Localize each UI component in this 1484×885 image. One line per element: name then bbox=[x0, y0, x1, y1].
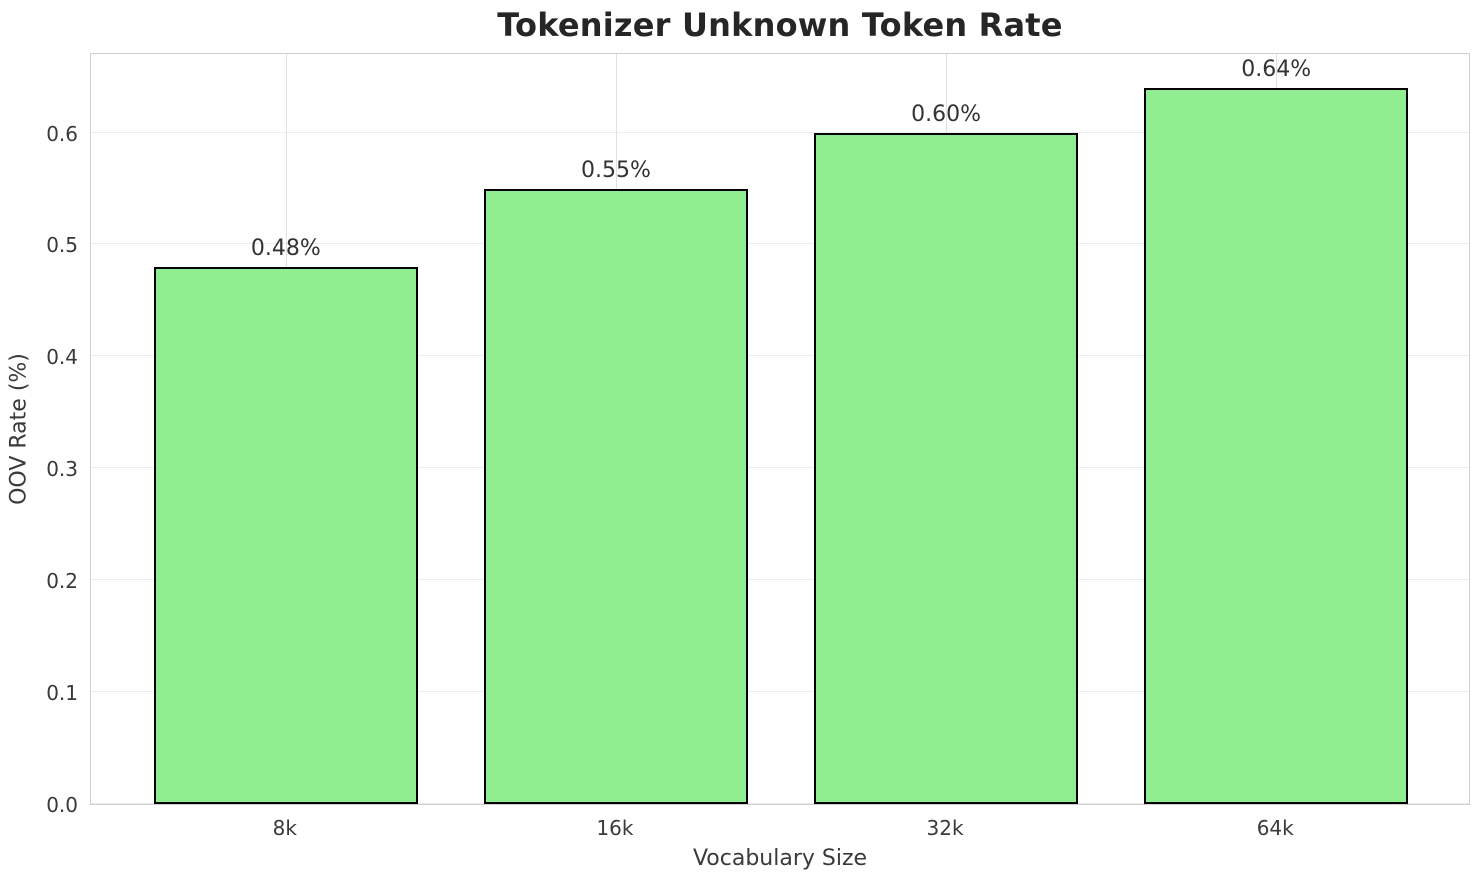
y-tick-label: 0.0 bbox=[46, 793, 78, 817]
horizontal-gridline bbox=[91, 467, 1469, 469]
horizontal-gridline bbox=[91, 131, 1469, 133]
horizontal-gridline bbox=[91, 355, 1469, 357]
x-tick-label: 64k bbox=[1256, 816, 1294, 840]
y-tick-label: 0.2 bbox=[46, 569, 78, 594]
horizontal-gridline bbox=[91, 243, 1469, 245]
bar-value-label: 0.48% bbox=[250, 235, 321, 261]
x-tick-label: 16k bbox=[596, 816, 634, 840]
y-tick-label: 0.6 bbox=[46, 121, 78, 146]
bar-32k bbox=[814, 132, 1079, 804]
horizontal-gridline bbox=[91, 579, 1469, 581]
bar-value-label: 0.60% bbox=[911, 101, 982, 127]
x-axis-label: Vocabulary Size bbox=[692, 846, 868, 871]
horizontal-gridline bbox=[91, 691, 1469, 693]
plot-area: 0.48% 0.55% 0.60% 0.64% bbox=[90, 53, 1470, 805]
y-tick-label: 0.4 bbox=[46, 345, 78, 370]
bar-16k bbox=[483, 188, 748, 804]
y-tick-label: 0.3 bbox=[46, 457, 78, 482]
horizontal-gridline bbox=[91, 803, 1469, 804]
y-tick-label: 0.1 bbox=[46, 681, 78, 706]
bar-value-label: 0.55% bbox=[580, 157, 651, 183]
chart-title: Tokenizer Unknown Token Rate bbox=[497, 6, 1063, 44]
x-tick-label: 32k bbox=[926, 816, 964, 840]
y-tick-label: 0.5 bbox=[46, 233, 78, 258]
bar-64k bbox=[1144, 87, 1409, 804]
bar-8k bbox=[153, 266, 418, 804]
x-tick-label: 8k bbox=[272, 816, 297, 840]
y-axis-label: OOV Rate (%) bbox=[6, 353, 32, 505]
bar-value-label: 0.64% bbox=[1241, 56, 1312, 82]
